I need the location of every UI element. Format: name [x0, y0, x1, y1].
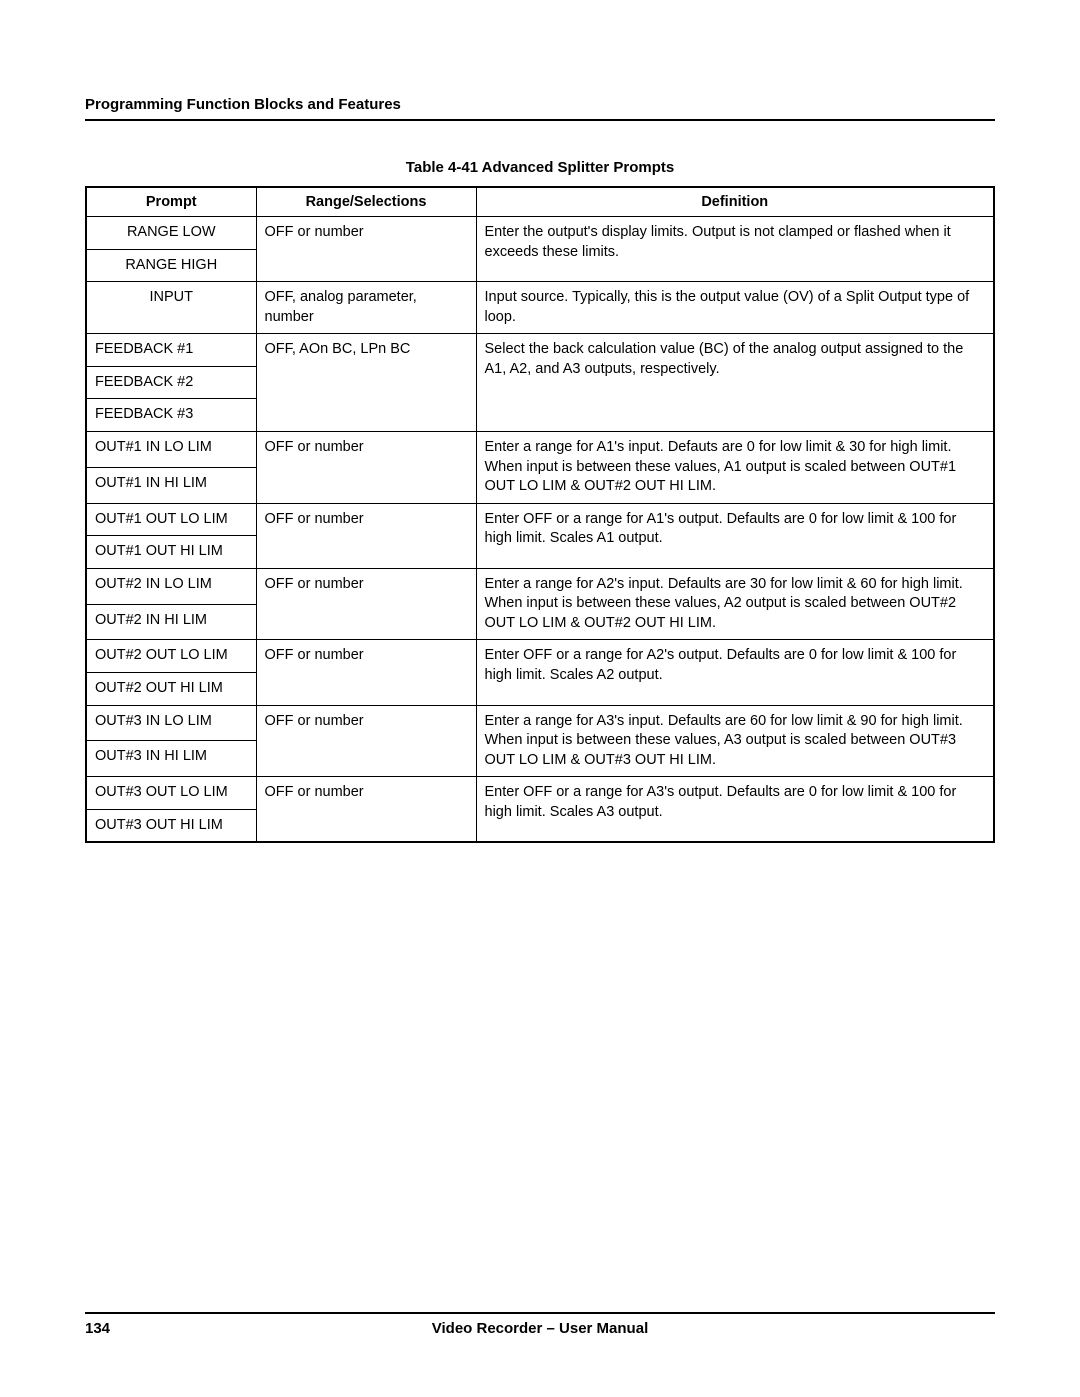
definition-cell: Enter OFF or a range for A2's output. De… [476, 640, 994, 705]
table-caption: Table 4-41 Advanced Splitter Prompts [85, 159, 995, 176]
definition-cell: Enter a range for A1's input. Defauts ar… [476, 431, 994, 503]
col-header-range: Range/Selections [256, 187, 476, 217]
table-row: OUT#3 IN LO LIMOFF or numberEnter a rang… [86, 705, 994, 741]
prompt-cell: OUT#1 IN HI LIM [86, 467, 256, 503]
range-cell: OFF or number [256, 431, 476, 503]
definition-cell: Select the back calculation value (BC) o… [476, 334, 994, 432]
range-cell: OFF or number [256, 777, 476, 843]
prompt-cell: OUT#2 IN HI LIM [86, 604, 256, 640]
table-row: OUT#1 IN LO LIMOFF or numberEnter a rang… [86, 431, 994, 467]
section-header: Programming Function Blocks and Features [85, 96, 995, 121]
page-footer: 134 Video Recorder – User Manual [85, 1312, 995, 1337]
prompt-cell: RANGE LOW [86, 217, 256, 250]
prompt-cell: INPUT [86, 282, 256, 334]
table-body: RANGE LOWOFF or numberEnter the output's… [86, 217, 994, 843]
range-cell: OFF, AOn BC, LPn BC [256, 334, 476, 432]
range-cell: OFF, analog parameter, number [256, 282, 476, 334]
prompt-cell: OUT#2 IN LO LIM [86, 568, 256, 604]
prompt-cell: OUT#3 IN LO LIM [86, 705, 256, 741]
prompts-table: Prompt Range/Selections Definition RANGE… [85, 186, 995, 843]
definition-cell: Enter the output's display limits. Outpu… [476, 217, 994, 282]
table-row: OUT#1 OUT LO LIMOFF or numberEnter OFF o… [86, 503, 994, 536]
range-cell: OFF or number [256, 705, 476, 777]
table-row: OUT#2 OUT LO LIMOFF or numberEnter OFF o… [86, 640, 994, 673]
prompt-cell: OUT#3 OUT LO LIM [86, 777, 256, 810]
table-row: RANGE LOWOFF or numberEnter the output's… [86, 217, 994, 250]
col-header-definition: Definition [476, 187, 994, 217]
prompt-cell: OUT#2 OUT HI LIM [86, 673, 256, 706]
prompt-cell: FEEDBACK #3 [86, 399, 256, 432]
prompt-cell: FEEDBACK #1 [86, 334, 256, 367]
prompt-cell: OUT#3 IN HI LIM [86, 741, 256, 777]
page: Programming Function Blocks and Features… [0, 0, 1080, 1397]
range-cell: OFF or number [256, 503, 476, 568]
table-row: OUT#3 OUT LO LIMOFF or numberEnter OFF o… [86, 777, 994, 810]
prompt-cell: OUT#2 OUT LO LIM [86, 640, 256, 673]
range-cell: OFF or number [256, 640, 476, 705]
table-row: FEEDBACK #1OFF, AOn BC, LPn BCSelect the… [86, 334, 994, 367]
col-header-prompt: Prompt [86, 187, 256, 217]
definition-cell: Enter OFF or a range for A3's output. De… [476, 777, 994, 843]
prompt-cell: OUT#1 OUT HI LIM [86, 536, 256, 569]
prompt-cell: RANGE HIGH [86, 249, 256, 282]
page-number: 134 [85, 1320, 110, 1337]
table-row: OUT#2 IN LO LIMOFF or numberEnter a rang… [86, 568, 994, 604]
footer-doc-title: Video Recorder – User Manual [85, 1320, 995, 1337]
prompt-cell: OUT#1 OUT LO LIM [86, 503, 256, 536]
prompt-cell: OUT#1 IN LO LIM [86, 431, 256, 467]
prompt-cell: OUT#3 OUT HI LIM [86, 809, 256, 842]
definition-cell: Enter OFF or a range for A1's output. De… [476, 503, 994, 568]
prompt-cell: FEEDBACK #2 [86, 366, 256, 399]
definition-cell: Enter a range for A3's input. Defaults a… [476, 705, 994, 777]
definition-cell: Input source. Typically, this is the out… [476, 282, 994, 334]
range-cell: OFF or number [256, 568, 476, 640]
table-row: INPUTOFF, analog parameter, numberInput … [86, 282, 994, 334]
definition-cell: Enter a range for A2's input. Defaults a… [476, 568, 994, 640]
range-cell: OFF or number [256, 217, 476, 282]
table-header-row: Prompt Range/Selections Definition [86, 187, 994, 217]
